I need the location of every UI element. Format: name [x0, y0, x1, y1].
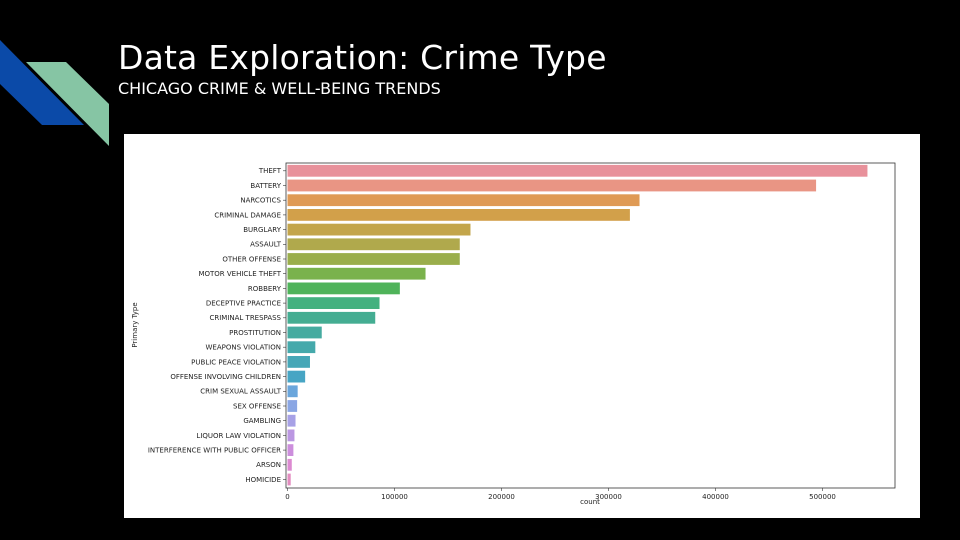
category-label: OFFENSE INVOLVING CHILDREN — [170, 373, 281, 381]
bar — [287, 414, 296, 427]
crime-type-bar-chart: THEFT BATTERY NARCOTICS CRIMINAL DAMAGE BURG… — [131, 162, 896, 506]
bar — [287, 223, 471, 236]
slide-title: Data Exploration: Crime Type — [118, 38, 607, 77]
accent-stripe-blue — [0, 40, 84, 125]
bar — [287, 253, 460, 265]
category-label: CRIM SEXUAL ASSAULT — [200, 388, 281, 396]
bar — [287, 370, 306, 383]
category-label: DECEPTIVE PRACTICE — [206, 300, 281, 308]
bar — [287, 356, 310, 368]
bar — [287, 429, 295, 442]
category-label: NARCOTICS — [240, 197, 281, 205]
category-label: OTHER OFFENSE — [222, 255, 281, 263]
bar — [287, 400, 298, 412]
bar — [287, 473, 291, 486]
category-label: INTERFERENCE WITH PUBLIC OFFICER — [148, 447, 281, 455]
category-label: PROSTITUTION — [229, 329, 281, 337]
bar — [287, 267, 426, 280]
category-label: MOTOR VEHICLE THEFT — [198, 270, 281, 278]
category-label: HOMICIDE — [245, 476, 281, 484]
bar — [287, 385, 298, 398]
bar — [287, 179, 817, 192]
x-ticks-group: 0 100000 200000 300000 400000 500000 — [285, 488, 836, 501]
y-axis-title: Primary Type — [131, 302, 139, 347]
bar — [287, 444, 294, 456]
x-tick-label: 200000 — [488, 493, 515, 501]
x-axis-title: count — [580, 498, 600, 506]
bar — [287, 164, 868, 177]
category-label: CRIMINAL TRESPASS — [209, 314, 281, 322]
category-label: BURGLARY — [243, 226, 281, 234]
bar — [287, 311, 376, 324]
category-label: PUBLIC PEACE VIOLATION — [191, 358, 281, 366]
slide-subtitle: CHICAGO CRIME & WELL-BEING TRENDS — [118, 79, 441, 98]
category-label: THEFT — [258, 167, 282, 175]
bar — [287, 194, 640, 207]
category-label: WEAPONS VIOLATION — [205, 344, 281, 352]
category-label: ASSAULT — [250, 241, 282, 249]
category-label: ROBBERY — [248, 285, 282, 293]
accent-stripe-green — [26, 62, 109, 146]
corner-decoration — [0, 40, 109, 146]
bars-group — [287, 164, 868, 486]
category-labels-group: THEFT BATTERY NARCOTICS CRIMINAL DAMAGE BURG… — [148, 167, 286, 484]
chart-panel: THEFT BATTERY NARCOTICS CRIMINAL DAMAGE BURG… — [124, 134, 920, 518]
bar — [287, 282, 400, 295]
x-tick-label: 300000 — [595, 493, 622, 501]
x-tick-label: 100000 — [381, 493, 408, 501]
category-label: LIQUOR LAW VIOLATION — [196, 432, 281, 440]
category-label: GAMBLING — [243, 417, 281, 425]
plot-frame — [285, 162, 896, 489]
category-label: SEX OFFENSE — [233, 402, 281, 410]
bar — [287, 326, 322, 339]
bar — [287, 209, 630, 221]
x-tick-label: 0 — [285, 493, 289, 501]
x-tick-label: 500000 — [809, 493, 836, 501]
category-label: ARSON — [256, 461, 281, 469]
bar — [287, 341, 316, 354]
bar — [287, 297, 380, 309]
x-tick-label: 400000 — [702, 493, 729, 501]
category-label: CRIMINAL DAMAGE — [214, 211, 281, 219]
bar — [287, 458, 292, 471]
bar — [287, 238, 460, 251]
category-label: BATTERY — [250, 182, 281, 190]
